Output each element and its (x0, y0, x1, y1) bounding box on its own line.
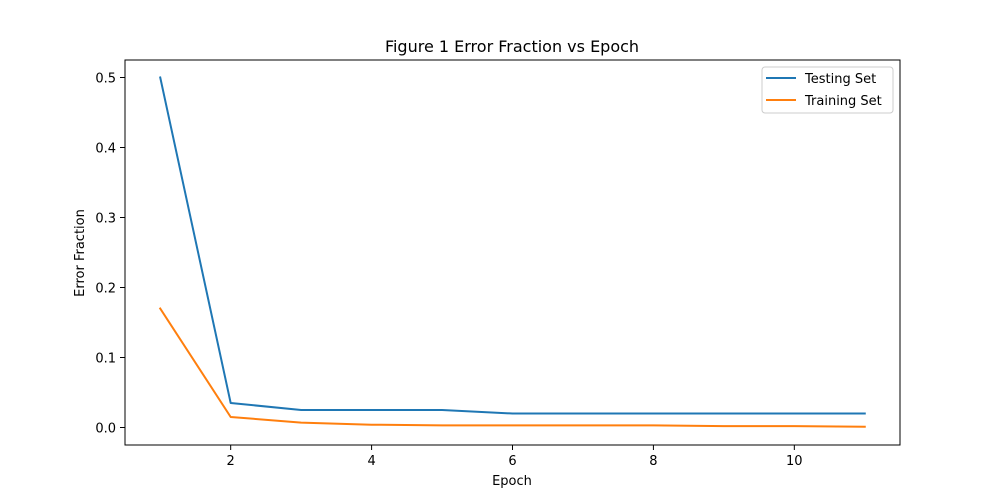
axes-frame (124, 59, 901, 446)
y-tick-label: 0.5 (95, 72, 116, 87)
plot-area: 2 4 6 8 10 0.0 0.1 0.2 0.3 0.4 0.5 (95, 59, 901, 469)
y-tick-label: 0.1 (95, 352, 116, 367)
y-tick-label: 0.3 (95, 212, 116, 227)
legend-label-training-set: Training Set (804, 94, 882, 109)
y-axis-label: Error Fraction (73, 209, 88, 297)
x-tick-label: 10 (786, 454, 803, 469)
y-tick-label: 0.2 (95, 282, 116, 297)
legend-label-testing-set: Testing Set (804, 72, 876, 87)
x-tick-label: 8 (649, 454, 657, 469)
x-tick-label: 4 (367, 454, 375, 469)
chart-title: Figure 1 Error Fraction vs Epoch (385, 37, 639, 56)
y-tick-label: 0.0 (95, 422, 116, 437)
x-axis-label: Epoch (492, 474, 532, 489)
x-tick-label: 2 (227, 454, 235, 469)
series-line-testing-set (159, 76, 866, 415)
series-line-training-set (158, 307, 866, 428)
legend: Testing Set Training Set (761, 66, 894, 114)
y-tick-label: 0.4 (95, 142, 116, 157)
x-tick-label: 6 (508, 454, 516, 469)
